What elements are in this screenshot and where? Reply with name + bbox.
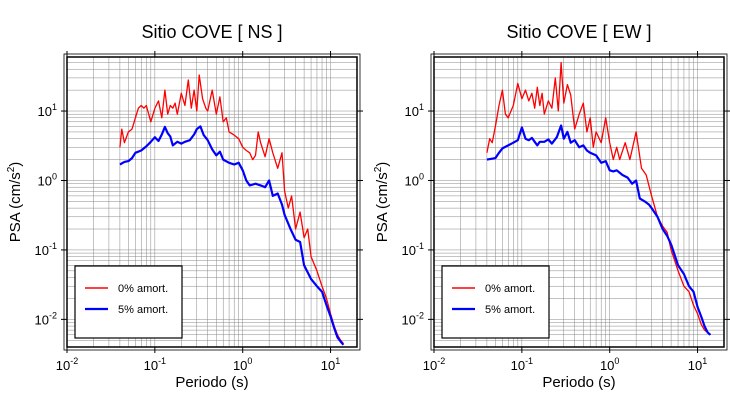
x-tick-label: 101 xyxy=(688,356,707,373)
series-line-5-amort xyxy=(119,125,345,346)
y-tick-label: 100 xyxy=(405,171,424,188)
chart-panel-ew: 10-2 10-1 100 101 10-2 10-1 100 101 0% amort. 5% … xyxy=(373,22,730,391)
y-tick-label: 101 xyxy=(405,102,424,119)
x-tick-label: 100 xyxy=(600,356,619,373)
x-axis-label: Periodo (s) xyxy=(542,374,615,391)
chart-title: Sitio COVE [ NS ] xyxy=(141,22,282,42)
legend-box xyxy=(74,265,183,339)
legend-box xyxy=(441,265,550,339)
series-line-5-amort xyxy=(486,124,712,336)
plot-frame xyxy=(433,56,725,348)
legend-label: 5% amort. xyxy=(118,304,168,316)
y-tick-label: 101 xyxy=(38,102,57,119)
plot-frame-outer xyxy=(63,53,361,351)
chart-panel-ns: 10-2 10-1 100 101 10-2 10-1 100 101 0% amort. 5% … xyxy=(6,22,363,391)
plot-frame-outer xyxy=(430,53,728,351)
x-tick-label: 10-2 xyxy=(56,356,78,373)
chart-title: Sitio COVE [ EW ] xyxy=(506,22,651,42)
series-line-0-amort xyxy=(119,74,344,344)
x-tick-label: 10-1 xyxy=(511,356,533,373)
x-tick-label: 100 xyxy=(233,356,252,373)
y-tick-label: 10-2 xyxy=(35,310,57,327)
plot-frame xyxy=(66,56,358,348)
x-tick-label: 10-1 xyxy=(144,356,166,373)
y-axis-label: PSA (cm/s2) xyxy=(6,162,24,243)
y-tick-label: 10-2 xyxy=(402,310,424,327)
x-tick-label: 10-2 xyxy=(423,356,445,373)
y-tick-label: 100 xyxy=(38,171,57,188)
y-tick-label: 10-1 xyxy=(402,241,424,258)
y-tick-label: 10-1 xyxy=(35,241,57,258)
series-line-0-amort xyxy=(486,61,711,336)
legend-label: 5% amort. xyxy=(485,304,535,316)
y-axis-label: PSA (cm/s2) xyxy=(373,162,391,243)
x-axis-label: Periodo (s) xyxy=(175,374,248,391)
legend-label: 0% amort. xyxy=(118,283,168,295)
x-tick-label: 101 xyxy=(321,356,340,373)
legend-label: 0% amort. xyxy=(485,283,535,295)
